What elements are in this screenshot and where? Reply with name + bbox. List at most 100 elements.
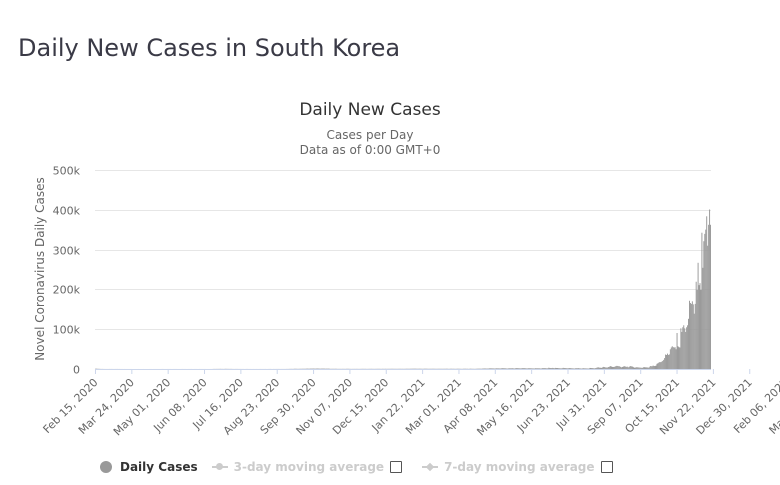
bar[interactable] <box>665 354 667 369</box>
bar[interactable] <box>557 368 558 369</box>
bar[interactable] <box>596 367 598 369</box>
checkbox-3-day-average[interactable] <box>390 461 403 473</box>
bar[interactable] <box>695 281 697 369</box>
bar[interactable] <box>499 368 501 369</box>
bar[interactable] <box>578 368 579 369</box>
bar[interactable] <box>699 283 701 369</box>
bar[interactable] <box>511 368 513 369</box>
bar[interactable] <box>645 367 647 369</box>
bar[interactable] <box>680 328 682 369</box>
bar[interactable] <box>709 209 711 369</box>
bar[interactable] <box>627 367 629 369</box>
bar[interactable] <box>667 354 669 369</box>
legend-item-daily-cases[interactable]: Daily Cases <box>100 460 198 474</box>
legend-item-3-day-average[interactable]: 3-day moving average <box>211 460 408 474</box>
bar[interactable] <box>659 362 661 369</box>
bar[interactable] <box>690 303 692 369</box>
bar[interactable] <box>504 368 506 369</box>
bar[interactable] <box>657 363 659 369</box>
bar[interactable] <box>494 368 496 369</box>
bar[interactable] <box>638 367 640 369</box>
bar[interactable] <box>493 368 495 370</box>
bar[interactable] <box>595 368 597 369</box>
bar[interactable] <box>648 367 650 369</box>
bar[interactable] <box>559 368 561 369</box>
bar[interactable] <box>485 368 487 369</box>
bar[interactable] <box>693 313 695 369</box>
bar[interactable] <box>503 368 505 369</box>
bar[interactable] <box>563 367 565 369</box>
bar[interactable] <box>652 365 654 369</box>
bar[interactable] <box>689 300 690 369</box>
bar[interactable] <box>520 368 522 369</box>
bar[interactable] <box>670 347 672 369</box>
bar[interactable] <box>617 365 619 369</box>
bar[interactable] <box>635 367 637 369</box>
bar[interactable] <box>668 354 670 369</box>
bar[interactable] <box>588 368 590 370</box>
bar[interactable] <box>561 368 563 369</box>
bar[interactable] <box>523 368 525 369</box>
bar[interactable] <box>682 327 684 369</box>
bar[interactable] <box>618 366 620 369</box>
bar[interactable] <box>571 368 573 369</box>
bar[interactable] <box>591 368 593 369</box>
bar[interactable] <box>689 302 691 369</box>
bar[interactable] <box>519 368 521 369</box>
bar[interactable] <box>619 366 621 369</box>
bar[interactable] <box>602 366 604 369</box>
bar[interactable] <box>501 368 503 369</box>
bar[interactable] <box>622 366 623 369</box>
bar[interactable] <box>679 347 681 369</box>
bar[interactable] <box>586 368 588 369</box>
bar[interactable] <box>643 367 645 369</box>
bar[interactable] <box>662 360 664 369</box>
bar[interactable] <box>518 368 520 369</box>
bar[interactable] <box>667 353 668 369</box>
bar[interactable] <box>661 361 663 369</box>
bar[interactable] <box>658 362 660 369</box>
bar[interactable] <box>555 367 557 369</box>
bar[interactable] <box>575 368 577 369</box>
bar[interactable] <box>509 368 511 369</box>
bar[interactable] <box>698 285 700 369</box>
bar[interactable] <box>660 362 662 369</box>
bar[interactable] <box>616 365 618 369</box>
bar[interactable] <box>573 368 575 369</box>
bar[interactable] <box>579 368 580 369</box>
bar[interactable] <box>653 365 655 369</box>
bar[interactable] <box>537 368 539 369</box>
bar[interactable] <box>637 367 639 369</box>
bar[interactable] <box>649 366 651 369</box>
legend-item-7-day-average[interactable]: 7-day moving average <box>422 460 618 474</box>
bar[interactable] <box>527 368 529 369</box>
bar[interactable] <box>611 366 613 369</box>
bar[interactable] <box>639 367 641 369</box>
bar[interactable] <box>687 325 689 369</box>
bar[interactable] <box>692 304 694 369</box>
bar[interactable] <box>569 368 571 369</box>
bar[interactable] <box>543 368 545 369</box>
bar[interactable] <box>707 245 709 369</box>
bar[interactable] <box>600 367 601 369</box>
bar[interactable] <box>482 368 484 369</box>
bar[interactable] <box>556 368 557 369</box>
bar[interactable] <box>498 368 500 369</box>
bar[interactable] <box>565 368 567 369</box>
bar[interactable] <box>535 368 536 369</box>
bar[interactable] <box>530 368 532 369</box>
bar[interactable] <box>516 368 518 369</box>
bar[interactable] <box>706 216 708 369</box>
bar[interactable] <box>683 325 685 369</box>
bar[interactable] <box>630 366 632 369</box>
bar[interactable] <box>623 366 625 369</box>
bar[interactable] <box>663 359 665 369</box>
bar[interactable] <box>547 368 549 369</box>
bar[interactable] <box>514 368 516 369</box>
bar[interactable] <box>491 368 493 369</box>
bar[interactable] <box>549 368 551 369</box>
bar[interactable] <box>540 368 542 370</box>
bar[interactable] <box>676 333 678 369</box>
bar[interactable] <box>666 354 667 369</box>
bar[interactable] <box>615 366 617 369</box>
